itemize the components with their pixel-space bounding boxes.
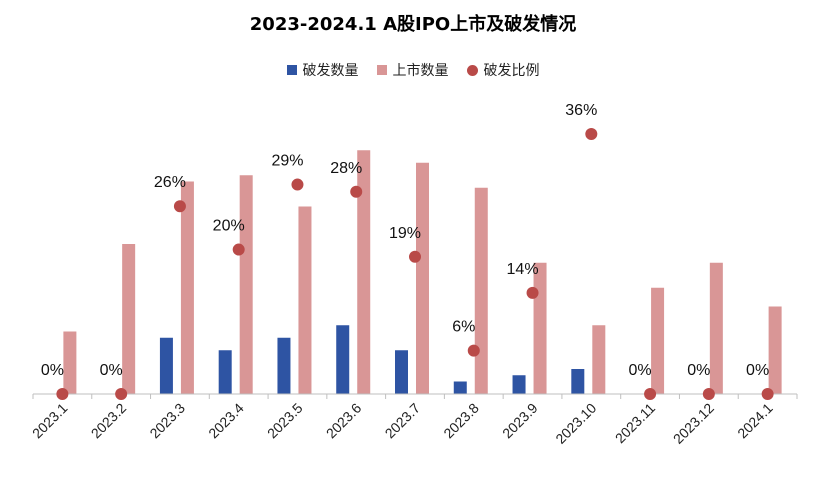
bar-breakage-count [159,337,173,394]
x-tick-label: 2023.5 [264,400,306,442]
ratio-label: 0% [687,362,710,379]
ratio-label: 19% [389,225,421,242]
bar-listing-count [63,331,77,394]
x-tick-label: 2023.9 [499,400,541,442]
ratio-label: 28% [330,160,362,177]
ratio-label: 26% [154,174,186,191]
bar-breakage-count [395,350,408,394]
ratio-labels-layer: 0% 0% 26% 20% 29% 28% 19% 6% 14% 36% 0% 0% 0% [41,102,769,379]
x-tick-label: 2023.8 [440,400,482,442]
bar-listing-count [651,287,665,394]
bar-listing-count [709,262,723,394]
bar-listing-count [474,187,488,394]
legend-item-breakage-ratio: 破发比例 [466,60,540,80]
legend-item-listing-count: 上市数量 [376,60,449,80]
ratio-label: 0% [746,362,769,379]
legend: 破发数量 上市数量 破发比例 [0,60,826,80]
x-tick-label: 2024.1 [734,400,776,442]
x-tick-label: 2023.12 [670,400,717,447]
ratio-points-layer [56,128,774,400]
bar-listing-count [357,150,371,394]
legend-label-breakage-ratio: 破发比例 [483,63,540,79]
x-tick-label: 2023.4 [205,400,247,442]
ratio-point [115,388,128,400]
bar-breakage-count [277,337,291,394]
ratio-label: 14% [507,261,539,278]
ratio-point [644,388,657,400]
x-tick-label: 2023.3 [146,400,188,442]
bar-listing-count [239,175,253,394]
ratio-label: 0% [41,362,64,379]
bar-breakage-count [218,350,232,394]
ratio-label: 0% [100,362,123,379]
ratio-point [585,128,598,140]
ratio-label: 36% [565,102,597,119]
bar-listing-count [416,162,429,394]
x-tick-label: 2023.10 [552,400,599,447]
ratio-point [350,185,363,198]
x-tick-label: 2023.2 [88,400,130,442]
x-axis-labels: 2023.1 2023.2 2023.3 2023.4 2023.5 2023.6 2023… [29,400,776,447]
bar-breakage-count [453,381,467,394]
ratio-point [467,344,480,357]
x-tick-label: 2023.1 [29,400,71,442]
bars-layer [63,150,782,394]
ratio-label: 20% [213,218,245,235]
bar-listing-count [768,306,782,394]
chart-title: 2023-2024.1 A股IPO上市及破发情况 [249,14,577,35]
bar-listing-count [533,262,547,394]
ratio-label: 6% [452,319,475,336]
legend-label-breakage-count: 破发数量 [302,63,359,79]
x-tick-label: 2023.7 [382,400,424,442]
ratio-label: 29% [271,153,303,170]
x-tick-label: 2023.6 [323,400,365,442]
ratio-point [232,243,245,256]
ratio-point [409,250,421,263]
ratio-point [526,286,539,299]
ratio-point [761,388,774,400]
bar-breakage-count [571,369,585,394]
legend-swatch-breakage-count [286,65,297,75]
ratio-point [702,388,715,400]
legend-label-listing-count: 上市数量 [392,63,449,79]
legend-swatch-breakage-ratio [466,64,478,76]
bar-listing-count [122,244,136,394]
legend-item-breakage-count: 破发数量 [286,60,359,80]
legend-swatch-listing-count [376,65,387,75]
x-axis-ticks [32,394,798,399]
ratio-point [291,178,304,191]
ratio-point [56,388,69,400]
bar-listing-count [180,181,194,394]
bar-breakage-count [512,375,526,394]
bar-listing-count [298,206,312,394]
ratio-label: 0% [629,362,652,379]
bar-listing-count [592,325,606,394]
bar-breakage-count [336,325,350,394]
x-tick-label: 2023.11 [612,400,659,447]
ratio-point [173,200,186,213]
